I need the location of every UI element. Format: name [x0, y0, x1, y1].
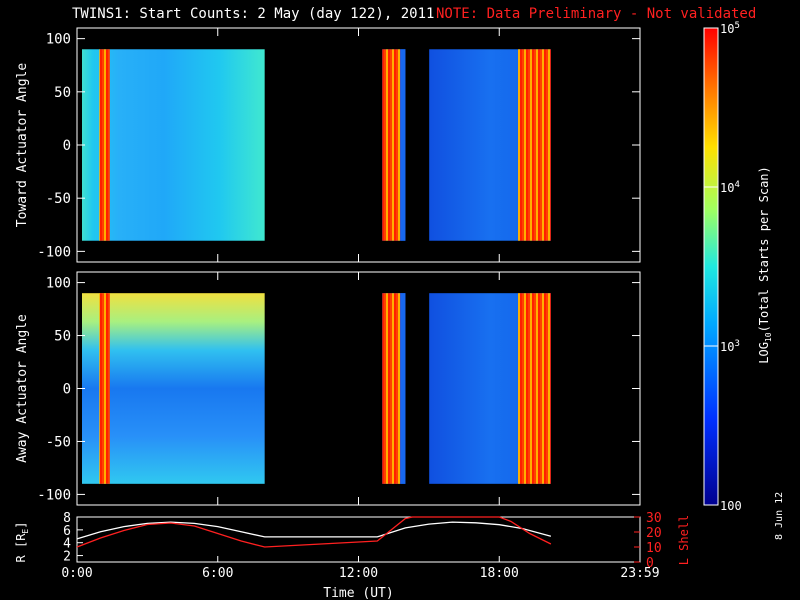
y-axis-label: Away Actuator Angle: [15, 314, 30, 463]
heatmap-streak: [518, 293, 551, 484]
y-tick-label: 100: [46, 32, 71, 48]
heatmap-streak: [400, 49, 406, 241]
x-axis-label: Time (UT): [323, 586, 393, 600]
series-line-radius: [76, 521, 552, 540]
x-tick-label: 12:00: [339, 566, 378, 581]
heatmap-panel-toward: 100 50 0 -50 -100 Toward Actuator Angle: [15, 27, 641, 263]
x-tick-label: 0:00: [61, 566, 92, 581]
colorbar-label: LOG10(Total Starts per Scan): [757, 166, 773, 364]
y-tick-label: -50: [46, 434, 71, 450]
colorbar-tick-label: 103: [720, 339, 740, 354]
y-tick-label: 8: [63, 511, 71, 526]
heatmap-block: [82, 49, 265, 241]
y-tick-label: 0: [63, 138, 71, 154]
colorbar-tick-label: 104: [720, 180, 740, 195]
y-tick-label: 4: [63, 537, 71, 552]
chart-title: TWINS1: Start Counts: 2 May (day 122), 2…: [0, 6, 800, 26]
y-tick-label: 6: [63, 524, 71, 539]
y-tick-label: -100: [37, 487, 71, 503]
x-tick-label: 23:59: [620, 566, 659, 581]
title-note: NOTE: Data Preliminary - Not validated: [436, 6, 757, 22]
y-tick-label-right: 10: [646, 541, 662, 556]
heatmap-block: [82, 293, 265, 484]
colorbar-tick-label: 100: [720, 499, 742, 513]
heatmap-panel-away: 100 50 0 -50 -100 Away Actuator Angle: [15, 271, 641, 506]
y-tick-label-right: 0: [646, 556, 654, 571]
y-tick-label: 100: [46, 276, 71, 292]
y-axis-label-left: R [RE]: [14, 522, 30, 563]
heatmap-streak: [382, 49, 401, 241]
y-axis-label-right: L Shell: [677, 515, 691, 566]
y-axis-label: Toward Actuator Angle: [15, 63, 30, 228]
y-tick-label-right: 30: [646, 511, 662, 526]
colorbar-gradient: [703, 27, 719, 506]
x-tick-label: 18:00: [480, 566, 519, 581]
y-tick-label: -50: [46, 191, 71, 207]
y-tick-label: -100: [37, 244, 71, 260]
x-tick-label: 6:00: [202, 566, 233, 581]
colorbar-tick-label: 105: [720, 21, 740, 36]
heatmap-streak: [99, 293, 110, 484]
y-tick-label: 0: [63, 382, 71, 398]
title-main: TWINS1: Start Counts: 2 May (day 122), 2…: [72, 6, 435, 22]
heatmap-streak: [518, 49, 551, 241]
heatmap-streak: [99, 49, 110, 241]
series-line-lshell: [76, 516, 552, 548]
heatmap-streak: [400, 293, 406, 484]
y-tick-label: 50: [54, 329, 71, 345]
y-tick-label: 2: [63, 550, 71, 565]
y-tick-label: 50: [54, 85, 71, 101]
y-tick-label-right: 20: [646, 526, 662, 541]
side-date: 8 Jun 12: [774, 491, 785, 540]
heatmap-streak: [382, 293, 401, 484]
